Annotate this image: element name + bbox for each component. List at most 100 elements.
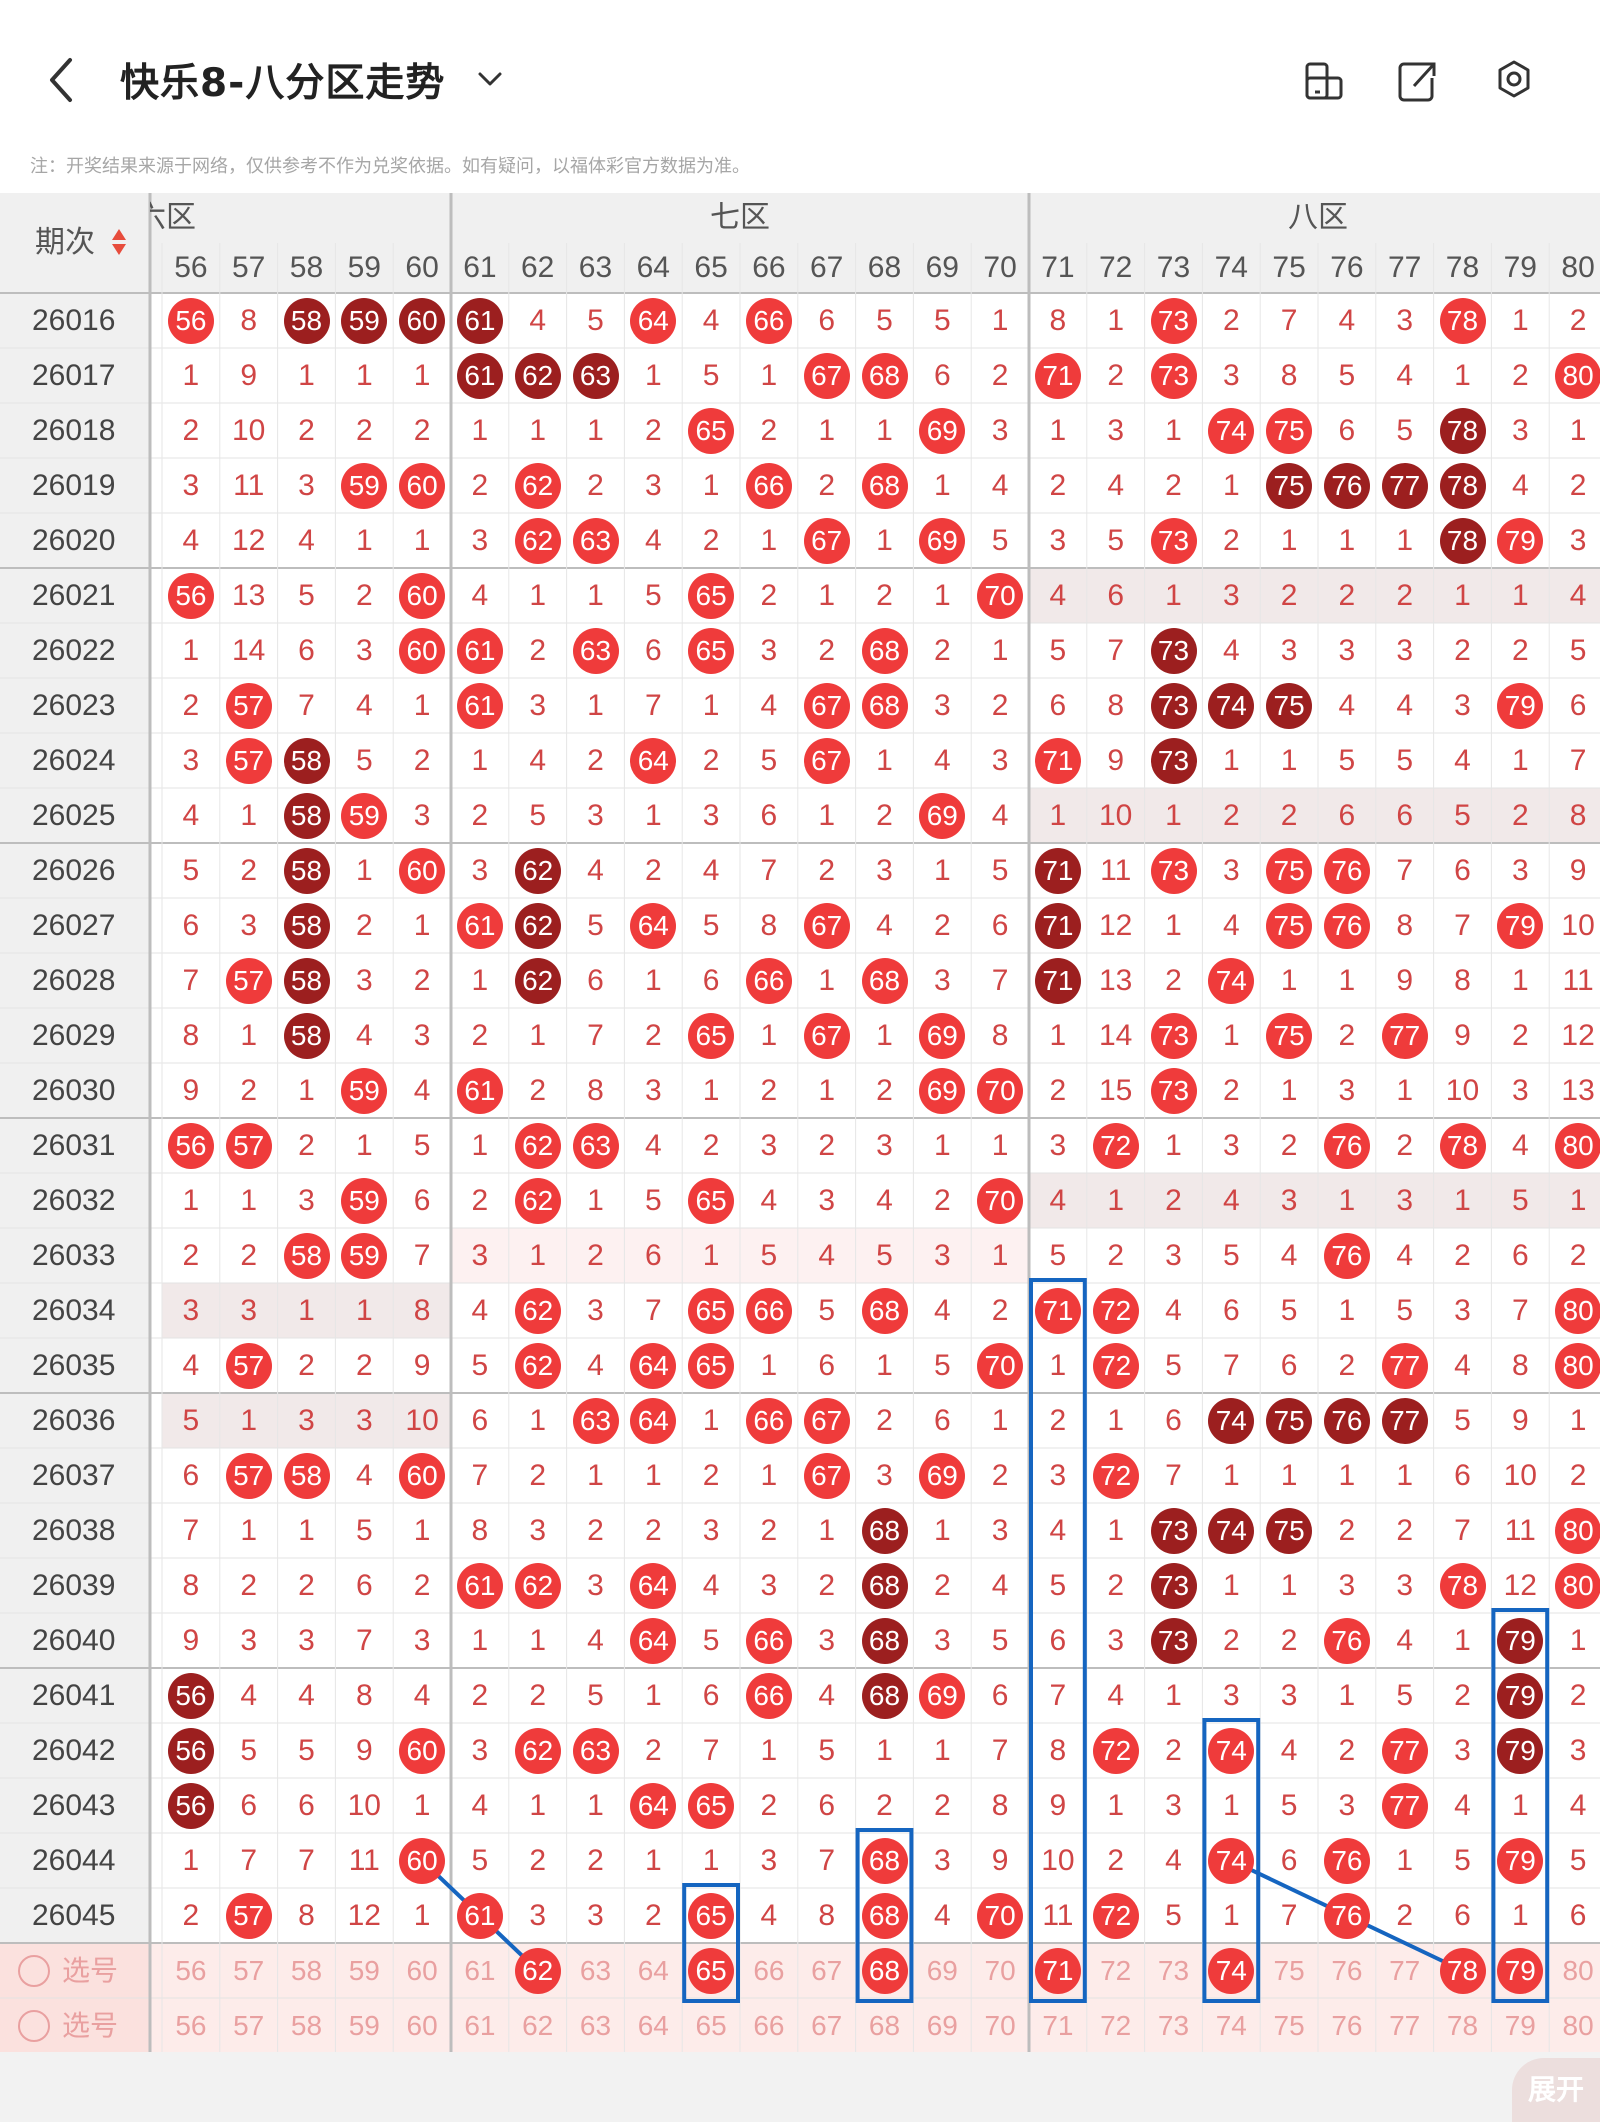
select-number[interactable]: 75 [1273, 2010, 1305, 2041]
miss-count: 4 [1165, 1294, 1182, 1327]
chevron-down-icon[interactable] [470, 62, 510, 98]
select-number[interactable]: 64 [637, 1955, 669, 1986]
select-number[interactable]: 73 [1157, 2010, 1190, 2041]
select-number[interactable]: 63 [579, 1955, 612, 1986]
select-number[interactable]: 76 [1331, 2010, 1363, 2041]
hit-number-ball: 63 [572, 627, 619, 674]
select-number[interactable]: 80 [1562, 1955, 1594, 1986]
select-number[interactable]: 78 [1446, 2010, 1479, 2041]
select-number[interactable]: 70 [984, 2010, 1016, 2041]
select-number[interactable]: 67 [811, 2010, 843, 2041]
select-number[interactable]: 64 [637, 2010, 669, 2041]
select-number[interactable]: 58 [290, 2010, 323, 2041]
select-number[interactable]: 58 [290, 1955, 323, 1986]
hit-number-ball: 77 [1381, 1782, 1428, 1829]
chevron-left-icon[interactable] [40, 52, 84, 108]
select-number[interactable]: 68 [868, 2010, 901, 2041]
miss-count: 1 [1280, 1569, 1298, 1602]
column-header: 62 [521, 251, 555, 284]
hit-number-ball: 60 [399, 627, 446, 674]
miss-count: 6 [702, 964, 720, 997]
expand-button[interactable]: 展开 [1512, 2058, 1600, 2122]
hit-number-ball: 70 [977, 1067, 1024, 1114]
hit-number-ball: 79 [1497, 902, 1544, 949]
select-number[interactable]: 77 [1389, 2010, 1421, 2041]
select-radio[interactable] [18, 1955, 50, 1987]
miss-count: 1 [702, 1074, 720, 1107]
miss-count: 6 [991, 1679, 1009, 1712]
select-number[interactable]: 61 [464, 2010, 496, 2041]
miss-count: 2 [471, 1019, 489, 1052]
miss-count: 2 [1511, 634, 1529, 667]
picked-number-ball[interactable]: 79 [1497, 1947, 1544, 1994]
select-number[interactable]: 62 [522, 2010, 554, 2041]
select-number[interactable]: 72 [1100, 2010, 1132, 2041]
select-number[interactable]: 59 [348, 1955, 380, 1986]
select-number[interactable]: 57 [233, 1955, 265, 1986]
select-number[interactable]: 73 [1157, 1955, 1190, 1986]
select-number[interactable]: 76 [1331, 1955, 1363, 1986]
select-number[interactable]: 57 [233, 2010, 265, 2041]
select-number[interactable]: 80 [1562, 2010, 1594, 2041]
hit-number-ball: 80 [1555, 352, 1600, 399]
select-number[interactable]: 72 [1100, 1955, 1132, 1986]
layout-toggle-icon[interactable] [1300, 54, 1348, 106]
hit-number-ball: 64 [630, 1617, 677, 1664]
share-icon[interactable] [1394, 54, 1442, 106]
select-number[interactable]: 59 [348, 2010, 380, 2041]
select-number[interactable]: 60 [406, 2010, 438, 2041]
hit-number-ball: 73 [1150, 847, 1197, 894]
select-number[interactable]: 77 [1389, 1955, 1421, 1986]
period-cell: 26036 [32, 1404, 116, 1437]
select-number[interactable]: 67 [811, 1955, 843, 1986]
select-number[interactable]: 71 [1042, 2010, 1074, 2041]
select-number[interactable]: 66 [753, 1955, 785, 1986]
select-number[interactable]: 79 [1504, 2010, 1536, 2041]
picked-number-ball[interactable]: 65 [688, 1947, 735, 1994]
page-title[interactable]: 快乐8-八分区走势 [120, 61, 446, 106]
picked-number-ball[interactable]: 68 [861, 1947, 908, 1994]
miss-count: 2 [1222, 524, 1240, 557]
zone-header: 八区 [1288, 201, 1348, 234]
miss-count: 6 [413, 1184, 431, 1217]
miss-count: 4 [355, 689, 373, 722]
miss-count: 1 [818, 1514, 836, 1547]
miss-count: 3 [355, 964, 373, 997]
picked-number-ball[interactable]: 74 [1208, 1947, 1255, 1994]
select-number[interactable]: 74 [1215, 2010, 1247, 2041]
hit-number-ball: 67 [803, 1452, 850, 1499]
select-radio[interactable] [18, 2010, 50, 2042]
miss-count: 2 [760, 414, 778, 447]
miss-count: 6 [933, 359, 951, 392]
miss-count: 3 [1454, 689, 1471, 722]
picked-number-ball[interactable]: 71 [1034, 1947, 1081, 1994]
settings-icon[interactable] [1490, 54, 1538, 106]
repeat-number-ball: 73 [1150, 682, 1197, 729]
miss-count: 1 [876, 744, 893, 777]
select-number[interactable]: 69 [926, 2010, 958, 2041]
picked-number-ball[interactable]: 62 [514, 1947, 561, 1994]
hit-number-ball: 72 [1092, 1452, 1139, 1499]
select-number[interactable]: 66 [753, 2010, 785, 2041]
select-number[interactable]: 60 [406, 1955, 438, 1986]
miss-count: 3 [1396, 1569, 1414, 1602]
period-header: 期次 [35, 226, 95, 259]
hit-number-ball: 68 [861, 1837, 908, 1884]
miss-count: 1 [529, 1404, 547, 1437]
picked-number-ball[interactable]: 78 [1439, 1947, 1486, 1994]
sort-arrows-icon[interactable] [110, 223, 128, 263]
select-number[interactable]: 65 [695, 2010, 727, 2041]
select-number[interactable]: 70 [984, 1955, 1016, 1986]
select-number[interactable]: 56 [175, 1955, 207, 1986]
select-number[interactable]: 61 [464, 1955, 496, 1986]
column-header: 69 [925, 251, 959, 284]
repeat-number-ball: 74 [1208, 682, 1255, 729]
miss-count: 1 [413, 524, 431, 557]
row-band [1029, 1173, 1600, 1228]
select-number[interactable]: 56 [175, 2010, 207, 2041]
miss-count: 11 [1100, 854, 1132, 887]
select-number[interactable]: 69 [926, 1955, 958, 1986]
select-number[interactable]: 63 [579, 2010, 612, 2041]
miss-count: 2 [471, 469, 489, 502]
select-number[interactable]: 75 [1273, 1955, 1305, 1986]
